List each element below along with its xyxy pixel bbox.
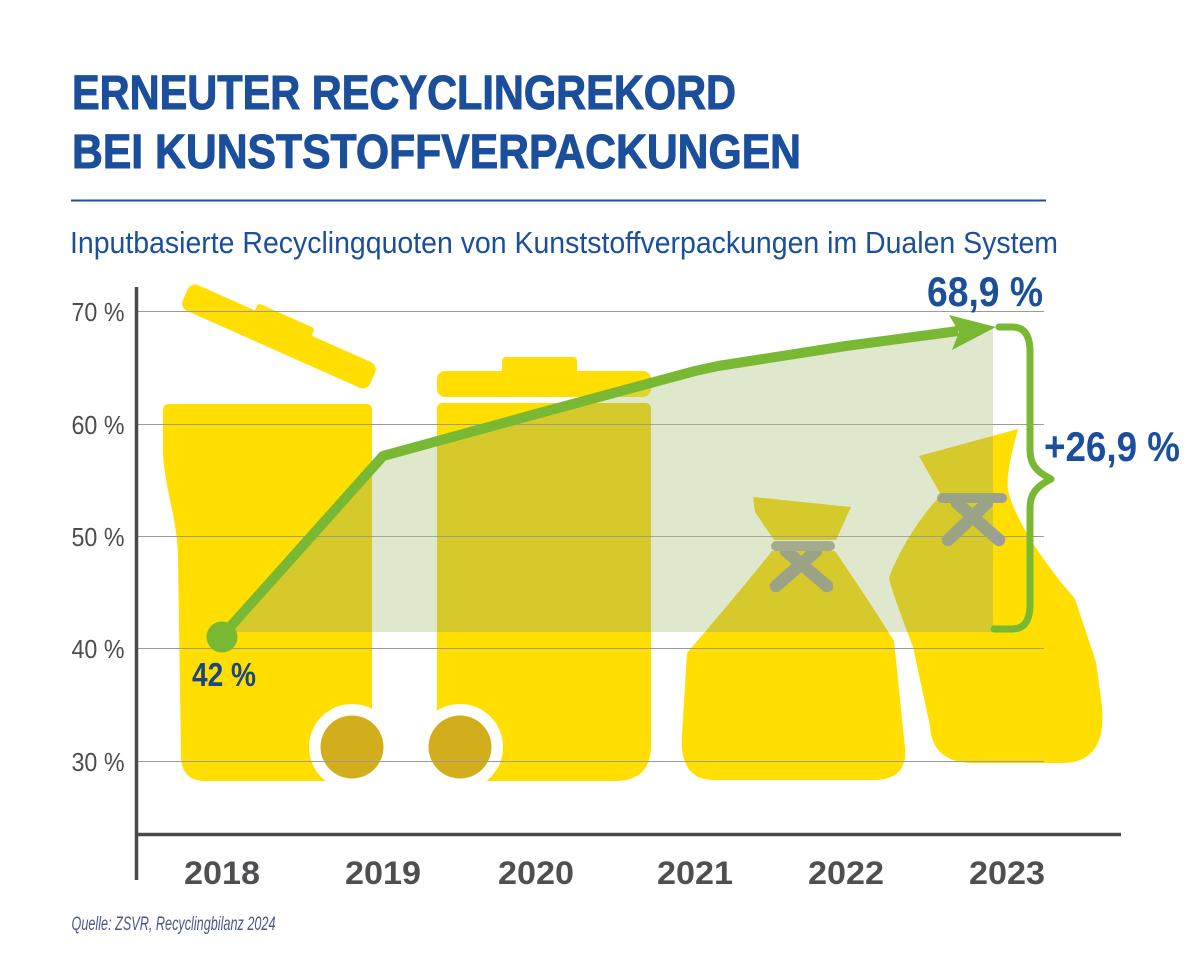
svg-text:2020: 2020: [498, 855, 574, 891]
svg-text:42 %: 42 %: [192, 656, 256, 693]
svg-text:40 %: 40 %: [72, 634, 125, 664]
svg-text:2022: 2022: [808, 855, 884, 891]
svg-text:Inputbasierte Recyclingquoten: Inputbasierte Recyclingquoten von Kunsts…: [70, 225, 1058, 260]
svg-text:68,9 %: 68,9 %: [927, 268, 1043, 315]
svg-text:+26,9 %: +26,9 %: [1044, 423, 1180, 470]
svg-text:BEI KUNSTSTOFFVERPACKUNGEN: BEI KUNSTSTOFFVERPACKUNGEN: [72, 126, 801, 179]
svg-text:2021: 2021: [657, 855, 733, 891]
svg-text:Quelle: ZSVR, Recyclingbilanz: Quelle: ZSVR, Recyclingbilanz 2024: [72, 914, 276, 935]
svg-text:2019: 2019: [345, 855, 421, 891]
svg-text:ERNEUTER RECYCLINGREKORD: ERNEUTER RECYCLINGREKORD: [72, 67, 736, 120]
svg-text:50 %: 50 %: [72, 522, 125, 552]
svg-text:30 %: 30 %: [72, 747, 125, 777]
svg-text:70 %: 70 %: [72, 297, 125, 327]
svg-text:60 %: 60 %: [72, 410, 125, 440]
svg-text:2023: 2023: [969, 855, 1045, 891]
svg-text:2018: 2018: [184, 855, 260, 891]
